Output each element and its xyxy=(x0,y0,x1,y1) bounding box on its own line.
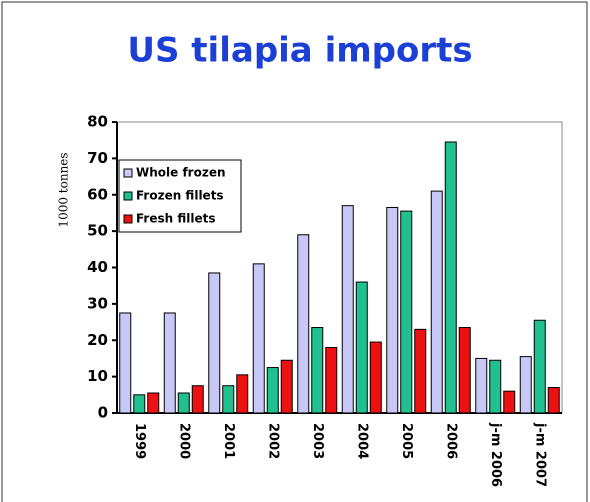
bar xyxy=(236,374,249,414)
bar xyxy=(133,394,146,414)
x-tick-label: 2005 xyxy=(399,423,414,459)
bar xyxy=(177,392,190,414)
bar xyxy=(519,356,532,414)
y-tick-label: 30 xyxy=(87,294,108,312)
bar xyxy=(458,327,471,414)
bar xyxy=(325,347,338,414)
x-tick-label: 2000 xyxy=(176,423,191,459)
bar xyxy=(191,385,204,414)
bar xyxy=(369,341,382,414)
legend-label: Fresh fillets xyxy=(136,212,216,226)
bar xyxy=(503,390,516,414)
y-tick-label: 60 xyxy=(87,185,108,203)
bar xyxy=(119,312,132,414)
bar xyxy=(341,205,354,414)
bar xyxy=(400,210,413,414)
x-tick-label: 2006 xyxy=(443,423,458,459)
legend-swatch xyxy=(123,191,133,201)
bar xyxy=(266,367,279,414)
x-tick-label: 2003 xyxy=(310,423,325,459)
bar xyxy=(147,392,160,414)
bar xyxy=(311,327,324,414)
bar xyxy=(444,141,457,414)
bar xyxy=(252,263,265,414)
y-tick-label: 70 xyxy=(87,149,108,167)
x-tick-label: 1999 xyxy=(132,423,147,459)
x-tick-label: j-m 2006 xyxy=(488,422,503,487)
bar xyxy=(489,359,502,414)
bar xyxy=(222,385,235,414)
legend-label: Whole frozen xyxy=(136,166,226,180)
y-tick-label: 0 xyxy=(98,404,108,422)
x-tick-label: 2001 xyxy=(221,423,236,459)
chart-title: US tilapia imports xyxy=(127,31,472,71)
y-tick-label: 40 xyxy=(87,258,108,276)
bar xyxy=(386,206,399,414)
legend-swatch xyxy=(123,168,133,178)
y-axis-label: 1000 tonnes xyxy=(57,152,71,227)
bar xyxy=(430,190,443,414)
legend-label: Frozen fillets xyxy=(136,189,224,203)
y-tick-label: 10 xyxy=(87,367,108,385)
bar xyxy=(355,281,368,414)
bar xyxy=(208,272,221,414)
bar xyxy=(414,328,427,414)
x-tick-label: 2002 xyxy=(265,423,280,459)
x-tick-label: j-m 2007 xyxy=(532,422,547,487)
y-tick-label: 20 xyxy=(87,331,108,349)
legend-box xyxy=(118,159,242,233)
bar xyxy=(297,234,310,414)
bar xyxy=(163,312,176,414)
y-tick-label: 80 xyxy=(87,113,108,131)
y-tick-label: 50 xyxy=(87,222,108,240)
x-tick-label: 2004 xyxy=(354,423,369,459)
bar xyxy=(475,357,488,414)
legend-swatch xyxy=(123,214,133,224)
bar xyxy=(280,359,293,414)
bar xyxy=(533,319,546,414)
bar xyxy=(547,387,560,414)
